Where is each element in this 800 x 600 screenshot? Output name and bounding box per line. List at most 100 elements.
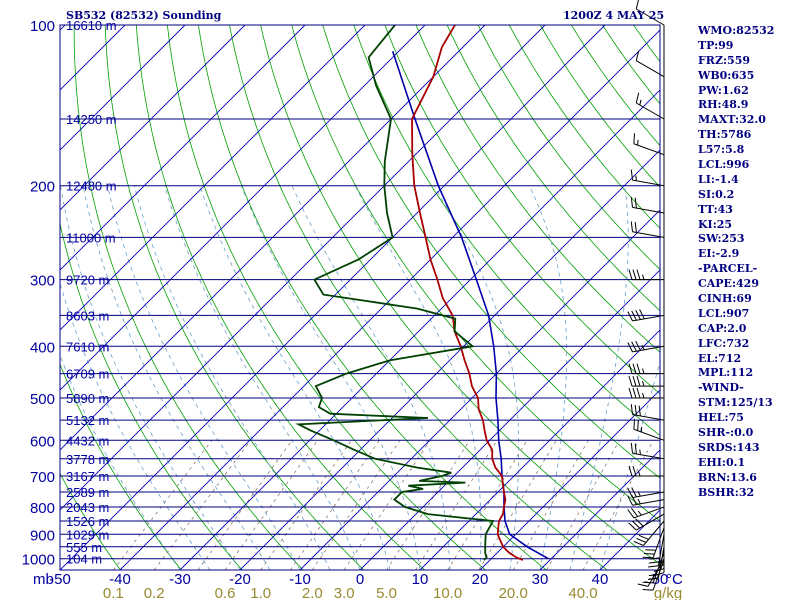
wind-profile [627, 0, 665, 591]
wind-barb-shaft [632, 231, 665, 238]
moist-adiabat [60, 354, 181, 570]
isotherm [60, 25, 246, 211]
temperature-tick-label: -20 [229, 571, 251, 588]
pressure-tick-label: 300 [30, 273, 55, 290]
wind-barb-feather [633, 540, 644, 546]
wind-barb-feather [642, 556, 654, 559]
background-lines [60, 25, 660, 570]
stability-index: L57:5.8 [698, 143, 745, 157]
stability-index: EL:712 [698, 351, 742, 365]
stability-index: -PARCEL- [698, 262, 758, 276]
wind-barb-shaft [636, 8, 665, 26]
wind-barb [630, 442, 665, 460]
dewpoint-trace [295, 25, 495, 561]
wind-barb-feather [632, 363, 637, 374]
stability-index: TP:99 [698, 38, 734, 52]
moist-adiabat [599, 360, 660, 570]
stability-index: MPL:112 [698, 366, 754, 380]
stability-index: LCL:907 [698, 306, 750, 320]
mixing-ratio-line [343, 440, 431, 570]
wind-barb [627, 487, 665, 499]
wind-barb-shaft [632, 452, 665, 460]
dry-adiabat [446, 25, 660, 312]
moist-adiabat [569, 185, 629, 570]
mixing-ratio-line [447, 440, 528, 570]
wind-barb-feather [634, 404, 637, 416]
dry-adiabat [229, 25, 608, 570]
sounding-traces [295, 25, 549, 561]
wind-barb [635, 92, 665, 120]
dry-adiabat [135, 25, 425, 570]
wind-barb-feather [636, 375, 641, 387]
wind-barb-feather [635, 518, 644, 527]
isotherm [60, 25, 486, 451]
wind-barb [648, 534, 665, 568]
wind-barb-shaft [636, 513, 665, 531]
stability-index: FRZ:559 [698, 53, 751, 67]
height-label: 2589 m [66, 485, 109, 500]
wind-barb-half-feather [639, 449, 641, 455]
temperature-tick-label: -30 [169, 571, 191, 588]
dry-adiabat [73, 25, 304, 570]
moist-adiabat [199, 185, 391, 570]
mixing-ratio-line [260, 440, 352, 570]
wind-barb-feather [627, 509, 635, 519]
wind-barb-feather [631, 310, 637, 321]
height-label: 3167 m [66, 469, 109, 484]
wind-barb [628, 513, 665, 531]
wind-barb-half-feather [637, 491, 641, 497]
dry-adiabat [198, 25, 547, 570]
mixing-ratio-line [197, 440, 293, 570]
wind-barb-feather [636, 537, 647, 543]
wind-barb-feather [639, 309, 645, 320]
isotherm [119, 29, 660, 570]
isotherm [60, 25, 366, 331]
dry-adiabat [322, 25, 660, 479]
pressure-tick-label: 700 [30, 469, 55, 486]
wind-barb-feather [648, 577, 659, 580]
wind-barb-feather [628, 375, 633, 387]
station-title: SB532 (82532) Sounding [66, 9, 222, 22]
moist-adiabat [107, 185, 301, 570]
height-label: 5890 m [66, 391, 109, 406]
wind-barb [630, 196, 665, 214]
stability-index: CAP:2.0 [698, 321, 747, 335]
wind-barb-shaft [636, 60, 665, 78]
wind-barb [633, 520, 665, 546]
wind-barb-shaft [657, 534, 665, 566]
mixing-ratio-label: 0.6 [215, 585, 236, 600]
wind-barb-shaft [632, 499, 665, 506]
height-label: 8603 m [66, 308, 109, 323]
temperature-tick-label: 30 [532, 571, 549, 588]
isotherm [60, 25, 426, 391]
wind-barb-half-feather [642, 274, 645, 280]
wind-barb-shaft [657, 546, 665, 579]
wind-barb-feather [628, 522, 637, 531]
wind-barb-feather [632, 387, 637, 399]
wind-barb-feather [642, 589, 654, 591]
wind-barb-half-feather [658, 564, 665, 567]
wind-barb-shaft [632, 179, 665, 187]
wind-barb-half-feather [639, 99, 642, 106]
wind-barb-feather [649, 557, 660, 560]
wind-barb-half-feather [641, 344, 645, 351]
dry-adiabat [60, 472, 121, 570]
wind-barb [627, 506, 665, 519]
wind-barb-feather [653, 568, 665, 573]
wind-barb-feather [645, 549, 656, 551]
wind-barb-feather [638, 534, 649, 540]
wind-barb-feather [636, 387, 641, 399]
stability-index: PW:1.62 [698, 83, 749, 97]
isotherm [299, 209, 660, 570]
stability-index: EI:-2.9 [698, 247, 740, 261]
wind-barb-feather [630, 169, 633, 181]
wind-barb-feather [637, 420, 639, 431]
wind-barb-half-feather [638, 470, 641, 477]
stability-index-list: WMO:82532 TP:99 FRZ:559 WB0:635 PW:1.62 RH:48… [698, 24, 774, 501]
wind-barb-half-feather [637, 498, 641, 505]
isotherm [60, 25, 306, 271]
wind-barb-shaft [643, 520, 665, 546]
pressure-tick-label: 200 [30, 179, 55, 196]
moist-adiabat [164, 185, 361, 570]
height-label: 5132 m [66, 413, 109, 428]
